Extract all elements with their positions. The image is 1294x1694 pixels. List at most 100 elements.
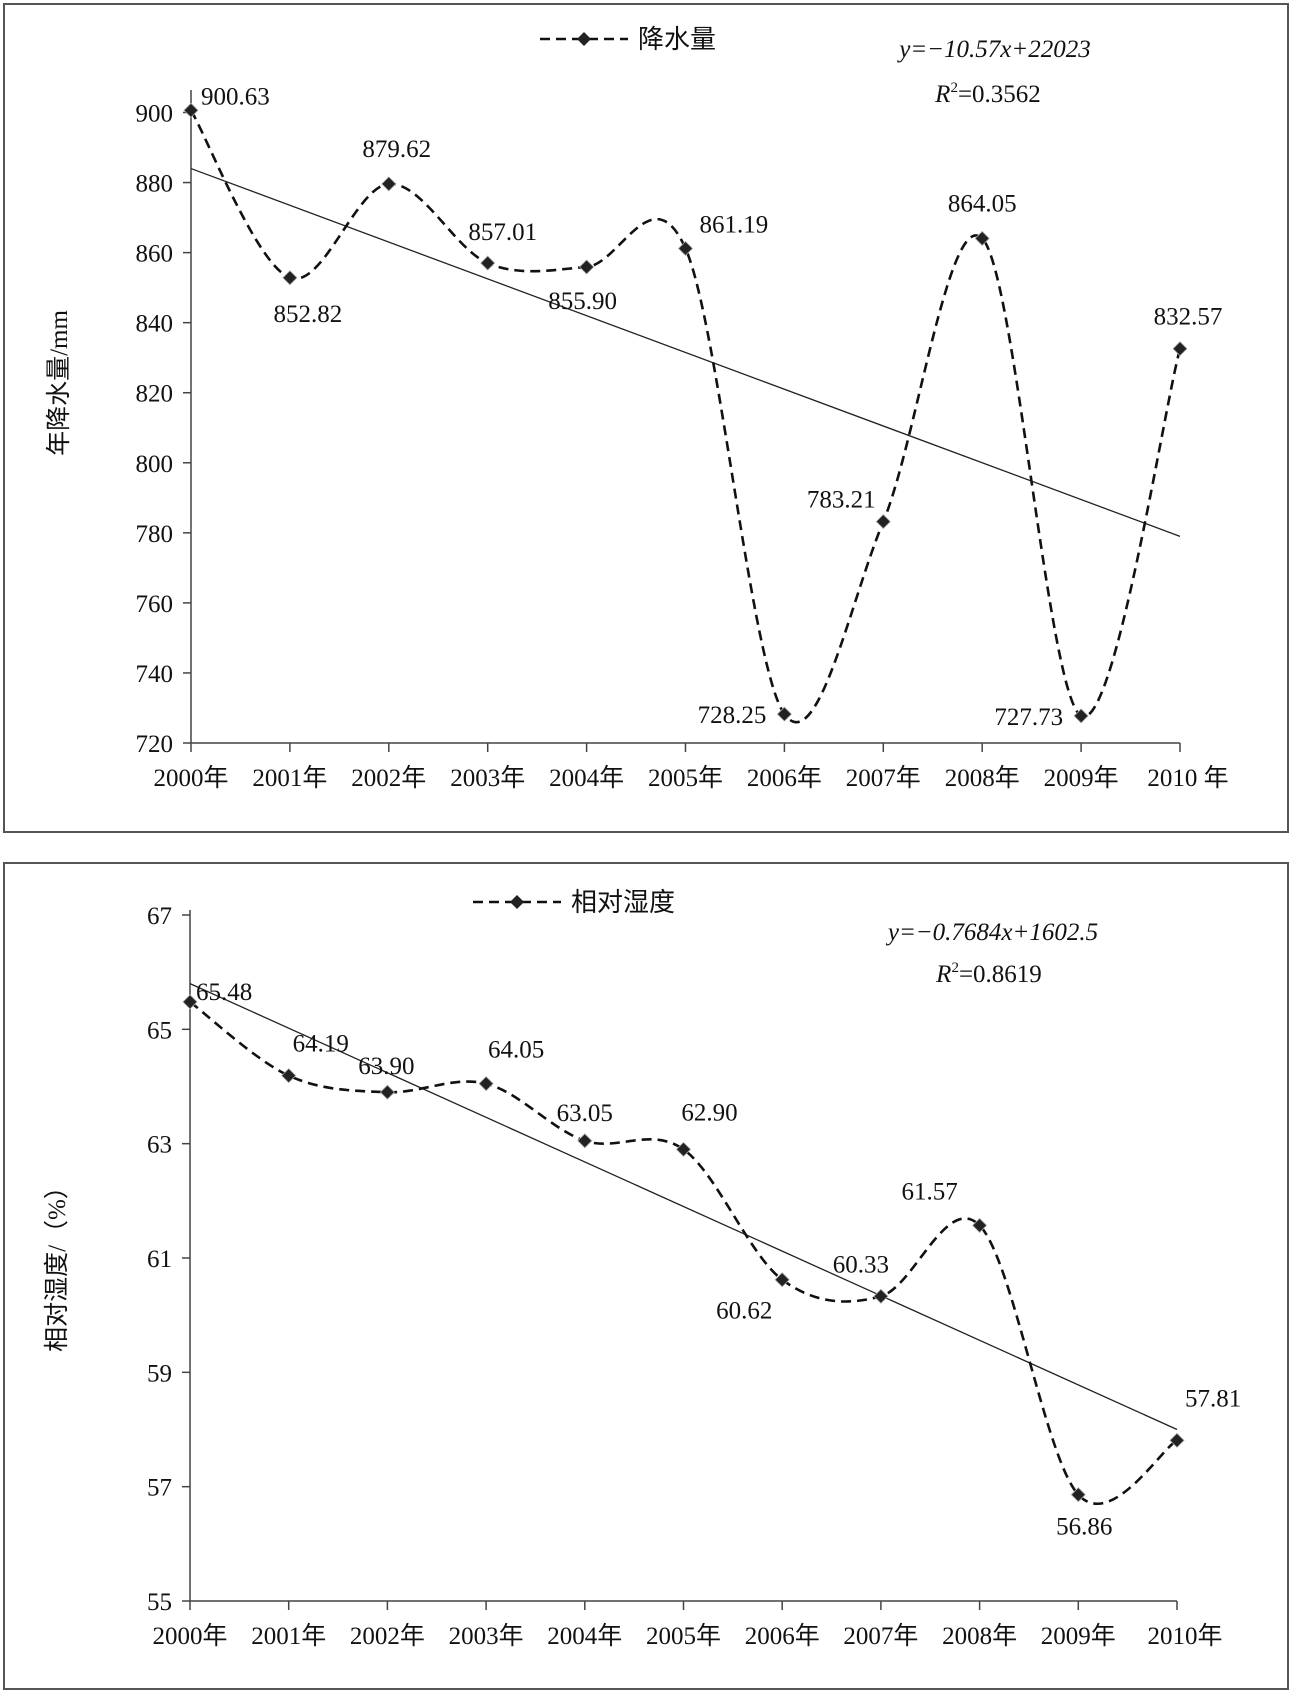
data-point-marker [675, 1141, 692, 1157]
data-point-marker [873, 1288, 889, 1304]
x-tick-label: 2006年 [745, 1622, 820, 1650]
data-label: 63.05 [557, 1100, 613, 1127]
y-tick-label: 67 [147, 903, 172, 930]
y-tick-label: 840 [136, 311, 174, 338]
y-tick-label: 880 [136, 171, 174, 198]
legend-marker [510, 895, 524, 909]
data-label: 832.57 [1154, 304, 1223, 331]
r-squared-label: R [934, 81, 950, 108]
y-tick-label: 900 [136, 101, 174, 128]
trend-equation: y=−10.57x+22023 [896, 36, 1091, 63]
data-label: 62.90 [681, 1099, 737, 1126]
series-line [189, 1000, 1178, 1505]
data-label: 727.73 [994, 704, 1063, 731]
y-tick-label: 780 [136, 521, 174, 548]
series-line [189, 109, 1182, 724]
data-point-marker [1070, 1487, 1086, 1503]
y-axis-label: 年降水量/mm [45, 310, 73, 456]
humidity-chart: 55 57 59 61 63 65 67 2000年 2001年 2002年 2003年 2004年 2… [43, 888, 1241, 1650]
trend-line [189, 983, 1178, 1431]
data-point-marker [577, 1133, 593, 1149]
data-point-marker [282, 270, 298, 286]
y-tick-label: 760 [136, 591, 174, 618]
data-label: 864.05 [948, 190, 1017, 217]
x-tick-label: 2008年 [945, 764, 1020, 792]
data-point-marker [1169, 1432, 1185, 1448]
legend-label: 降水量 [638, 25, 716, 54]
data-label: 861.19 [700, 211, 769, 238]
data-label: 900.63 [201, 83, 270, 110]
data-label: 57.81 [1185, 1385, 1241, 1412]
x-tick-label: 2001年 [252, 764, 327, 792]
y-tick-label: 55 [147, 1589, 172, 1616]
y-tick-label: 57 [147, 1475, 172, 1502]
x-tick-label: 2004年 [547, 1622, 622, 1650]
data-point-marker [478, 1076, 494, 1092]
x-tick-label: 2003年 [449, 1622, 524, 1650]
data-point-marker [776, 706, 792, 722]
data-point-marker [974, 230, 990, 247]
x-tick-label: 2009年 [1044, 764, 1119, 792]
r-squared-label: R [935, 961, 951, 988]
trend-line [190, 167, 1181, 537]
y-tick-label: 61 [147, 1246, 172, 1273]
data-point-marker [281, 1068, 297, 1084]
x-tick-label: 2009年 [1041, 1622, 1116, 1650]
humidity-chart-panel: 55 57 59 61 63 65 67 2000年 2001年 2002年 2003年 2004年 2… [3, 862, 1289, 1690]
data-label: 64.19 [293, 1031, 349, 1058]
r-squared-value: =0.3562 [958, 81, 1041, 108]
trend-equation: y=−0.7684x+1602.5 [885, 919, 1098, 946]
precipitation-chart: 720 740 760 780 800 820 840 860 880 900 2000年 2001年… [45, 25, 1229, 792]
x-tick-label: 2004年 [549, 764, 624, 792]
r-squared-exponent: 2 [951, 960, 959, 976]
x-tick-label: 2002年 [350, 1622, 425, 1650]
data-label: 60.33 [833, 1251, 889, 1278]
legend: 降水量 [540, 25, 716, 54]
y-tick-label: 63 [147, 1132, 172, 1159]
x-tick-label: 2005年 [648, 764, 723, 792]
data-point-marker [1172, 341, 1188, 357]
y-axis-label: 相对湿度/（%） [43, 1174, 71, 1352]
data-label: 783.21 [807, 487, 876, 514]
x-tick-label: 2007年 [846, 764, 921, 792]
data-label: 61.57 [901, 1178, 957, 1205]
data-point-marker [774, 1272, 790, 1288]
data-point-marker [480, 255, 496, 271]
legend-marker [577, 32, 591, 46]
y-tick-label: 820 [136, 381, 174, 408]
data-point-marker [379, 1084, 395, 1100]
x-tick-label: 2010 年 [1147, 764, 1228, 792]
y-tick-label: 740 [136, 661, 174, 688]
y-tick-label: 65 [147, 1017, 172, 1044]
data-point-marker [381, 176, 397, 192]
data-label: 64.05 [488, 1037, 544, 1064]
data-label: 63.90 [358, 1053, 414, 1080]
x-tick-label: 2008年 [942, 1622, 1017, 1650]
data-point-marker [579, 259, 595, 275]
precipitation-chart-panel: 720 740 760 780 800 820 840 860 880 900 2000年 2001年… [3, 3, 1289, 833]
x-tick-label: 2006年 [747, 764, 822, 792]
data-label: 852.82 [274, 301, 343, 328]
x-tick-label: 2007年 [843, 1622, 918, 1650]
data-point-marker [1073, 708, 1089, 724]
data-label: 56.86 [1056, 1514, 1112, 1541]
r-squared-exponent: 2 [950, 80, 958, 96]
data-label: 728.25 [698, 702, 767, 729]
data-point-marker [182, 994, 198, 1010]
x-tick-label: 2010年 [1147, 1622, 1222, 1650]
y-tick-label: 860 [136, 241, 174, 268]
y-tick-label: 720 [136, 731, 174, 758]
data-point-marker [972, 1217, 988, 1233]
legend: 相对湿度 [473, 888, 675, 917]
x-tick-label: 2000年 [152, 1622, 227, 1650]
x-tick-label: 2002年 [351, 764, 426, 792]
data-label: 879.62 [362, 136, 431, 163]
x-tick-label: 2000年 [153, 764, 228, 792]
data-label: 857.01 [468, 219, 537, 246]
r-squared-value: =0.8619 [959, 961, 1042, 988]
x-tick-label: 2001年 [251, 1622, 326, 1650]
data-label: 60.62 [716, 1298, 772, 1325]
data-point-marker [875, 514, 891, 530]
y-tick-label: 59 [147, 1360, 172, 1387]
r-squared: R2=0.8619 [935, 960, 1042, 988]
